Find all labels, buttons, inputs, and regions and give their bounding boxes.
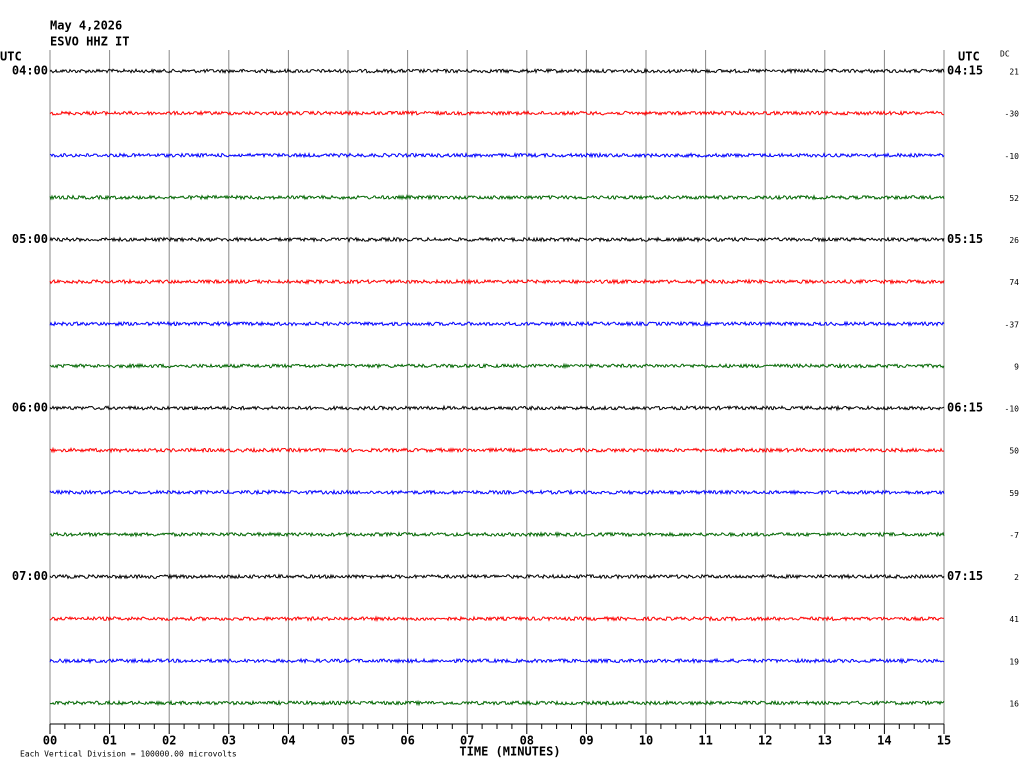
trace bbox=[49, 615, 945, 623]
dc-value: 26 bbox=[1009, 236, 1019, 245]
x-tick-label: 10 bbox=[639, 734, 653, 748]
trace bbox=[49, 194, 945, 201]
trace bbox=[49, 320, 945, 328]
x-tick-label: 02 bbox=[162, 734, 176, 748]
footnote: Each Vertical Division = 100000.00 micro… bbox=[20, 750, 237, 759]
dc-title: DC bbox=[1000, 50, 1010, 59]
x-tick-label: 09 bbox=[579, 734, 593, 748]
trace bbox=[49, 488, 945, 496]
trace bbox=[49, 236, 945, 243]
title: May 4,2026 bbox=[50, 19, 122, 33]
x-tick-label: 03 bbox=[222, 734, 236, 748]
dc-value: 50 bbox=[1009, 447, 1019, 456]
left-time-label: 05:00 bbox=[12, 232, 48, 246]
right-time-label: 06:15 bbox=[947, 401, 983, 415]
dc-value: -10 bbox=[1005, 152, 1020, 161]
trace bbox=[49, 278, 945, 286]
x-tick-label: 07 bbox=[460, 734, 474, 748]
trace bbox=[49, 404, 945, 412]
dc-value: -10 bbox=[1005, 405, 1020, 414]
x-tick-label: 05 bbox=[341, 734, 355, 748]
trace bbox=[50, 446, 945, 454]
dc-value: 21 bbox=[1009, 68, 1019, 77]
right-time-label: 05:15 bbox=[947, 232, 983, 246]
x-tick-label: 04 bbox=[281, 734, 295, 748]
dc-value: -37 bbox=[1005, 320, 1020, 329]
dc-value: 41 bbox=[1009, 615, 1019, 624]
left-time-label: 04:00 bbox=[12, 64, 48, 78]
x-tick-label: 01 bbox=[102, 734, 116, 748]
trace bbox=[49, 573, 945, 580]
x-tick-label: 14 bbox=[877, 734, 891, 748]
x-tick-label: 12 bbox=[758, 734, 772, 748]
subtitle: ESVO HHZ IT bbox=[50, 35, 129, 49]
x-tick-label: 11 bbox=[698, 734, 712, 748]
left-time-label: 06:00 bbox=[12, 401, 48, 415]
trace bbox=[49, 657, 945, 665]
right-axis-title: UTC bbox=[958, 50, 980, 64]
dc-value: 19 bbox=[1009, 657, 1019, 666]
dc-value: 52 bbox=[1009, 194, 1019, 203]
dc-value: -7 bbox=[1009, 531, 1019, 540]
left-time-label: 07:00 bbox=[12, 569, 48, 583]
dc-value: -30 bbox=[1005, 110, 1020, 119]
x-tick-label: 06 bbox=[400, 734, 414, 748]
x-tick-label: 13 bbox=[818, 734, 832, 748]
right-time-label: 07:15 bbox=[947, 569, 983, 583]
dc-value: 2 bbox=[1014, 573, 1019, 582]
trace bbox=[49, 67, 945, 75]
x-axis-label: TIME (MINUTES) bbox=[459, 745, 560, 759]
x-tick-label: 08 bbox=[520, 734, 534, 748]
x-tick-label: 00 bbox=[43, 734, 57, 748]
dc-value: 9 bbox=[1014, 362, 1019, 371]
right-time-label: 04:15 bbox=[947, 64, 983, 78]
trace bbox=[49, 362, 945, 370]
trace bbox=[49, 109, 945, 117]
dc-value: 59 bbox=[1009, 489, 1019, 498]
dc-value: 16 bbox=[1009, 699, 1019, 708]
x-tick-label: 15 bbox=[937, 734, 951, 748]
trace bbox=[49, 699, 945, 707]
trace bbox=[49, 531, 945, 539]
trace bbox=[49, 151, 945, 159]
dc-value: 74 bbox=[1009, 278, 1019, 287]
left-axis-title: UTC bbox=[0, 50, 22, 64]
